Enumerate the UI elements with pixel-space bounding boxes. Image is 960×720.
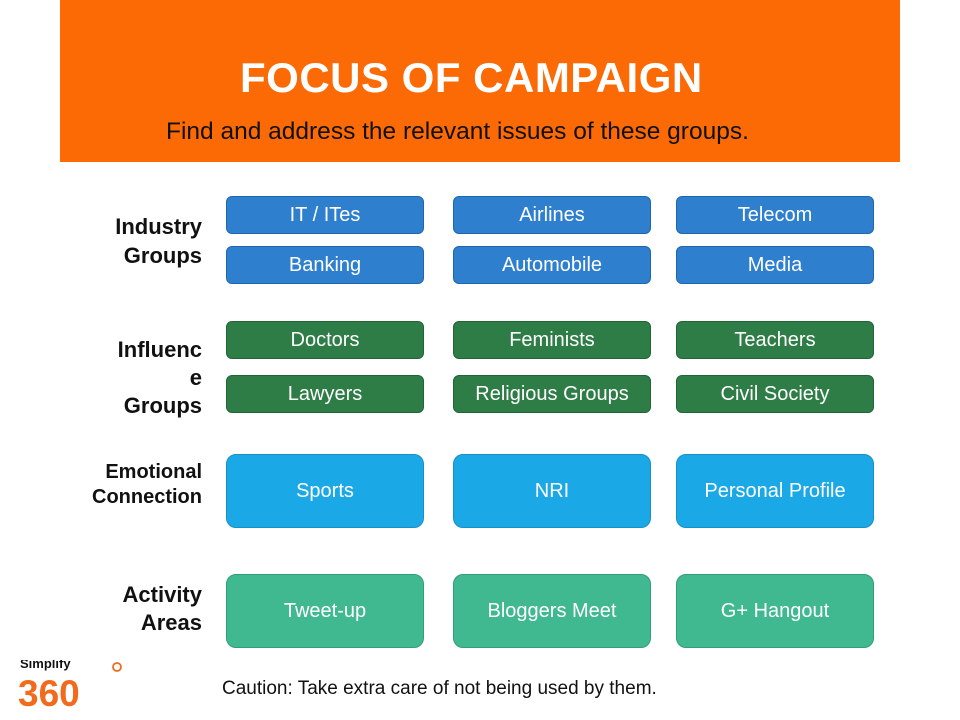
influence-item-religious-groups: Religious Groups xyxy=(453,375,651,413)
activity-item-bloggers-meet: Bloggers Meet xyxy=(453,574,651,648)
caution-note: Caution: Take extra care of not being us… xyxy=(222,678,657,699)
influence-item-lawyers: Lawyers xyxy=(226,375,424,413)
industry-item-banking: Banking xyxy=(226,246,424,284)
influence-item-doctors: Doctors xyxy=(226,321,424,359)
page-title: FOCUS OF CAMPAIGN xyxy=(240,54,703,101)
influence-item-civil-society: Civil Society xyxy=(676,375,874,413)
industry-item-airlines: Airlines xyxy=(453,196,651,234)
row-label-industry-groups: Industry Groups xyxy=(115,214,202,268)
emotional-item-personal-profile: Personal Profile xyxy=(676,454,874,528)
degree-circle-icon xyxy=(112,662,122,672)
industry-item-media: Media xyxy=(676,246,874,284)
influence-item-feminists: Feminists xyxy=(453,321,651,359)
industry-item-automobile: Automobile xyxy=(453,246,651,284)
logo-graphic: Simplify 360 xyxy=(18,660,122,710)
emotional-item-nri: NRI xyxy=(453,454,651,528)
industry-item-telecom: Telecom xyxy=(676,196,874,234)
activity-item-tweet-up: Tweet-up xyxy=(226,574,424,648)
page-subtitle: Find and address the relevant issues of … xyxy=(166,118,749,145)
influence-item-teachers: Teachers xyxy=(676,321,874,359)
row-label-influence-groups: Influenc e Groups xyxy=(117,337,202,418)
emotional-item-sports: Sports xyxy=(226,454,424,528)
logo-number: 360 xyxy=(18,673,80,710)
activity-item-g-plus-hangout: G+ Hangout xyxy=(676,574,874,648)
header-banner xyxy=(60,0,900,162)
row-label-emotional-connection: Emotional Connection xyxy=(92,461,202,508)
industry-item-it-ites: IT / ITes xyxy=(226,196,424,234)
logo-word: Simplify xyxy=(20,660,71,671)
row-label-activity-areas: Activity Areas xyxy=(122,582,202,635)
